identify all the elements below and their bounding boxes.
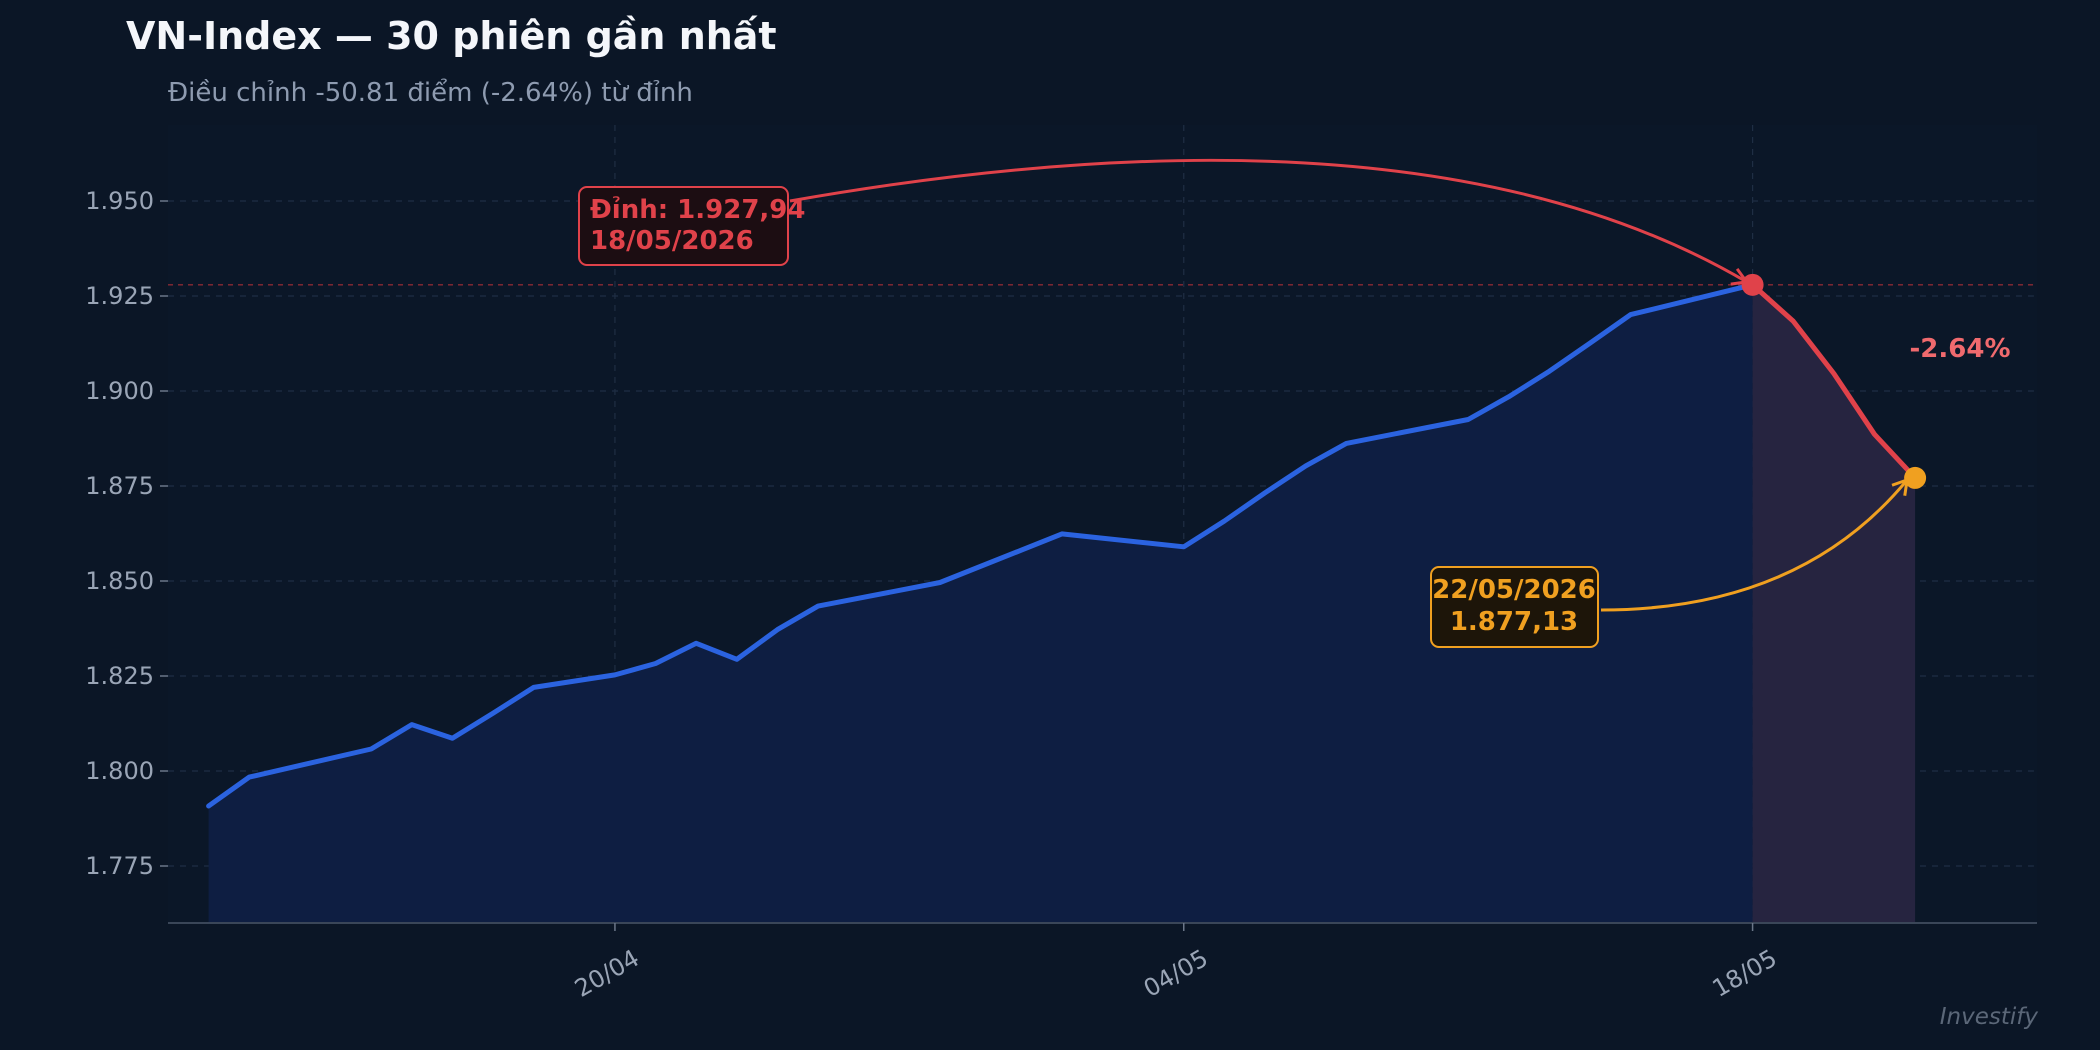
series-area-decline bbox=[1752, 284, 1916, 923]
y-tick-label: 1.850 bbox=[85, 567, 154, 595]
peak-annotation-frame bbox=[578, 186, 789, 266]
last-annotation-date: 22/05/2026 bbox=[1432, 575, 1596, 605]
series-area-uptrend bbox=[208, 284, 1753, 923]
x-tick-label: 04/05 bbox=[1139, 944, 1213, 1003]
series-line-uptrend bbox=[206, 282, 1756, 809]
decline-percent-label: -2.64% bbox=[1910, 334, 2011, 364]
chart-subtitle: Điều chỉnh -50.81 điểm (-2.64%) từ đỉnh bbox=[168, 78, 693, 108]
last-annotation-arrow bbox=[1600, 478, 1909, 612]
arrow-head bbox=[1891, 477, 1909, 496]
last-marker bbox=[1904, 466, 1927, 489]
arrow-head bbox=[1730, 268, 1750, 286]
chart-title: VN-Index — 30 phiên gần nhất bbox=[126, 14, 777, 58]
peak-annotation-arrow bbox=[789, 158, 1748, 284]
last-annotation-box: 22/05/2026 1.877,13 bbox=[1430, 566, 1599, 648]
y-tick-label: 1.775 bbox=[85, 852, 154, 880]
peak-marker bbox=[1741, 273, 1764, 296]
peak-annotation-date: 18/05/2026 bbox=[590, 226, 754, 256]
watermark: Investify bbox=[1939, 1004, 2038, 1030]
y-tick-label: 1.825 bbox=[85, 662, 154, 690]
y-tick-label: 1.875 bbox=[85, 472, 154, 500]
x-tick-label: 20/04 bbox=[570, 944, 644, 1003]
peak-annotation-box: Đỉnh: 1.927,94 18/05/2026 bbox=[578, 186, 805, 266]
last-annotation-frame bbox=[1430, 566, 1599, 648]
x-tick-label: 18/05 bbox=[1708, 944, 1782, 1003]
y-tick-label: 1.950 bbox=[85, 187, 154, 215]
y-tick-label: 1.925 bbox=[85, 282, 154, 310]
y-axis: 1.775 1.800 1.825 1.850 1.875 1.900 1.925 1.950 bbox=[85, 187, 168, 880]
peak-annotation-value: Đỉnh: 1.927,94 bbox=[590, 195, 805, 225]
last-annotation-value: 1.877,13 bbox=[1450, 607, 1578, 637]
y-tick-label: 1.900 bbox=[85, 377, 154, 405]
series-line-decline bbox=[1750, 282, 1918, 481]
y-tick-label: 1.800 bbox=[85, 757, 154, 785]
x-axis: 20/04 04/05 18/05 bbox=[570, 923, 1782, 1003]
